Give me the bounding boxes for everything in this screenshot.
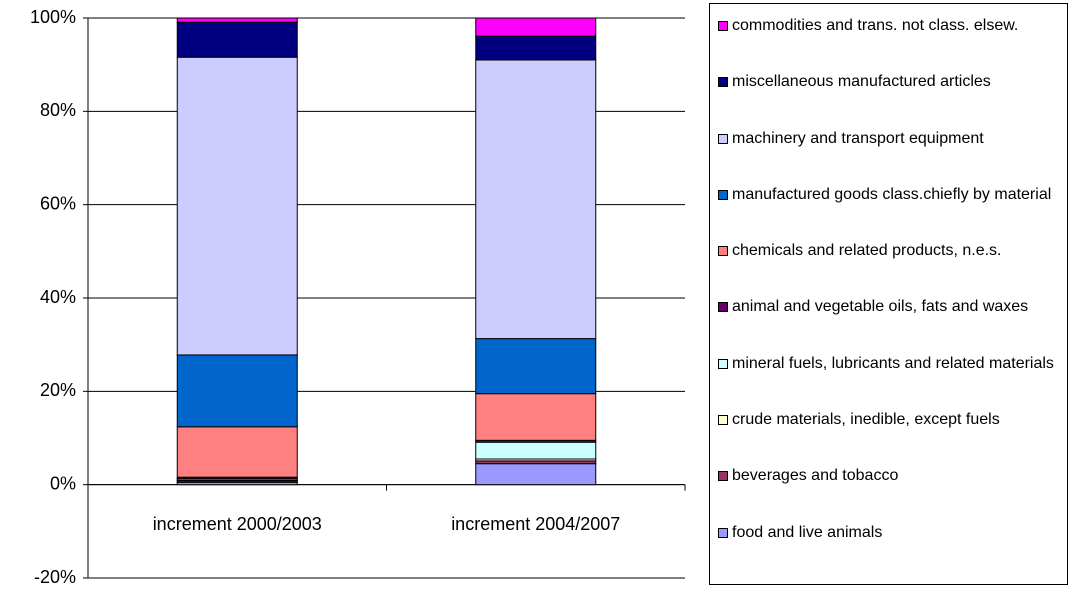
legend-swatch [718, 302, 728, 313]
bar-segment [475, 338, 597, 395]
legend-item: miscellaneous manufactured articles [718, 72, 1061, 120]
legend-label: chemicals and related products, n.e.s. [732, 242, 1002, 260]
y-tick-label: 0% [50, 473, 76, 493]
legend-item: food and live animals [718, 523, 1061, 571]
bar-segment [176, 426, 298, 478]
y-tick-label: 80% [40, 100, 76, 120]
bar-segment [475, 441, 597, 460]
legend-swatch [718, 471, 728, 482]
bar-segment [176, 56, 298, 356]
bar-segment [176, 354, 298, 428]
legend-swatch [718, 527, 728, 538]
legend: commodities and trans. not class. elsew.… [709, 3, 1068, 585]
legend-item: chemicals and related products, n.e.s. [718, 241, 1061, 289]
legend-swatch [718, 133, 728, 144]
legend-swatch [718, 415, 728, 426]
legend-item: manufactured goods class.chiefly by mate… [718, 185, 1061, 233]
legend-item: animal and vegetable oils, fats and waxe… [718, 297, 1061, 345]
legend-label: beverages and tobacco [732, 467, 899, 485]
bar-segment [475, 393, 597, 441]
legend-label: mineral fuels, lubricants and related ma… [732, 354, 1054, 372]
legend-swatch [718, 358, 728, 369]
legend-item: beverages and tobacco [718, 466, 1061, 514]
y-tick-label: 40% [40, 287, 76, 307]
x-tick-label: increment 2000/2003 [153, 514, 322, 534]
bar-segment [475, 463, 597, 486]
bar-segment [475, 35, 597, 61]
legend-label: food and live animals [732, 523, 883, 541]
legend-swatch [718, 77, 728, 88]
legend-swatch [718, 21, 728, 31]
legend-swatch [718, 189, 728, 200]
legend-label: animal and vegetable oils, fats and waxe… [732, 298, 1029, 316]
x-tick-label: increment 2004/2007 [451, 514, 620, 534]
y-tick-label: -20% [34, 567, 76, 587]
chart: -20% 0% 20% 40% 60% 80% 100% increment 2000/200… [30, 7, 686, 587]
y-tick-label: 20% [40, 380, 76, 400]
legend-label: machinery and transport equipment [732, 129, 984, 147]
legend-label: manufactured goods class.chiefly by mate… [732, 185, 1052, 203]
legend-item: crude materials, inedible, except fuels [718, 410, 1061, 458]
legend-swatch [718, 246, 728, 257]
legend-label: commodities and trans. not class. elsew. [732, 17, 1019, 34]
y-tick-label: 100% [30, 7, 76, 27]
legend-item: commodities and trans. not class. elsew. [718, 16, 1061, 64]
legend-item: mineral fuels, lubricants and related ma… [718, 354, 1061, 402]
y-tick-label: 60% [40, 193, 76, 213]
bar-segment [475, 17, 597, 37]
legend-label: miscellaneous manufactured articles [732, 73, 991, 91]
bar-segment [475, 59, 597, 340]
legend-item: machinery and transport equipment [718, 129, 1061, 177]
legend-label: crude materials, inedible, except fuels [732, 411, 1000, 429]
bar-segment [176, 21, 298, 58]
bar-segment [176, 17, 298, 23]
